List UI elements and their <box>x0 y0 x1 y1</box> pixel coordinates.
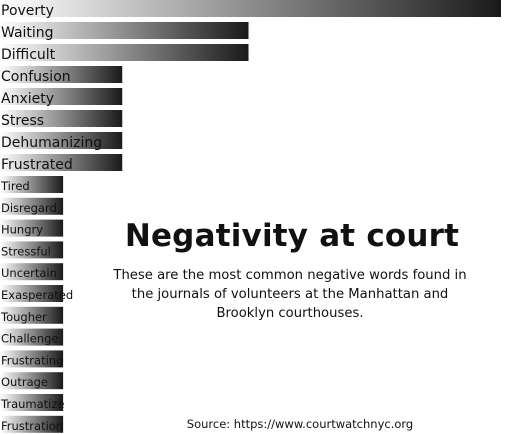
bar-label-frustrated: Frustrated <box>1 157 73 173</box>
bar-difficult <box>0 44 249 61</box>
bar-tougher <box>0 306 64 324</box>
bar-label-waiting: Waiting <box>1 25 54 41</box>
bar-stressful <box>0 241 64 259</box>
bar-stress <box>0 110 123 127</box>
bar-label-poverty: Poverty <box>1 3 54 19</box>
bar-traumatize <box>0 394 64 411</box>
bar-anxiety <box>0 88 123 105</box>
bar-label-disregard: Disregard <box>1 201 57 215</box>
bar-waiting <box>0 22 249 39</box>
bar-label-confusion: Confusion <box>1 69 71 85</box>
bar-label-exasperated: Exasperated <box>1 288 73 302</box>
chart-source: Source: https://www.courtwatchnyc.org <box>186 417 414 431</box>
bar-outrage <box>0 372 64 390</box>
bar-label-uncertain: Uncertain <box>1 266 57 280</box>
bar-confusion <box>0 66 123 83</box>
bar-tired <box>0 176 64 193</box>
bar-label-difficult: Difficult <box>1 47 56 63</box>
bar-label-tired: Tired <box>0 179 30 193</box>
bar-label-anxiety: Anxiety <box>1 91 54 107</box>
bar-label-stress: Stress <box>1 113 44 129</box>
bar-label-challenge: Challenge <box>1 332 59 346</box>
labels-group: Poverty Waiting Difficult Confusion Anxiety S… <box>0 3 102 433</box>
bar-challenge <box>0 328 64 346</box>
bar-label-frustration: Frustration <box>1 419 63 433</box>
bar-frustrating <box>0 350 64 368</box>
bar-dehumanizing <box>0 132 123 149</box>
bar-label-traumatize: Traumatize <box>0 397 64 411</box>
bar-uncertain <box>0 263 64 281</box>
bar-label-tougher: Tougher <box>0 310 47 324</box>
bar-label-outrage: Outrage <box>1 375 48 389</box>
bar-poverty <box>0 0 501 17</box>
bar-hungry <box>0 219 64 237</box>
bar-label-dehumanizing: Dehumanizing <box>1 135 102 151</box>
bar-label-hungry: Hungry <box>1 223 43 237</box>
bar-exasperated <box>0 285 64 302</box>
bar-frustrated <box>0 154 123 171</box>
bar-label-stressful: Stressful <box>1 244 51 258</box>
bar-label-frustrating: Frustrating <box>1 353 63 367</box>
chart-subtitle: These are the most common negative words… <box>113 268 467 321</box>
bar-disregard <box>0 197 64 215</box>
chart-title: Negativity at court <box>124 218 460 254</box>
bar-frustration <box>0 415 64 433</box>
